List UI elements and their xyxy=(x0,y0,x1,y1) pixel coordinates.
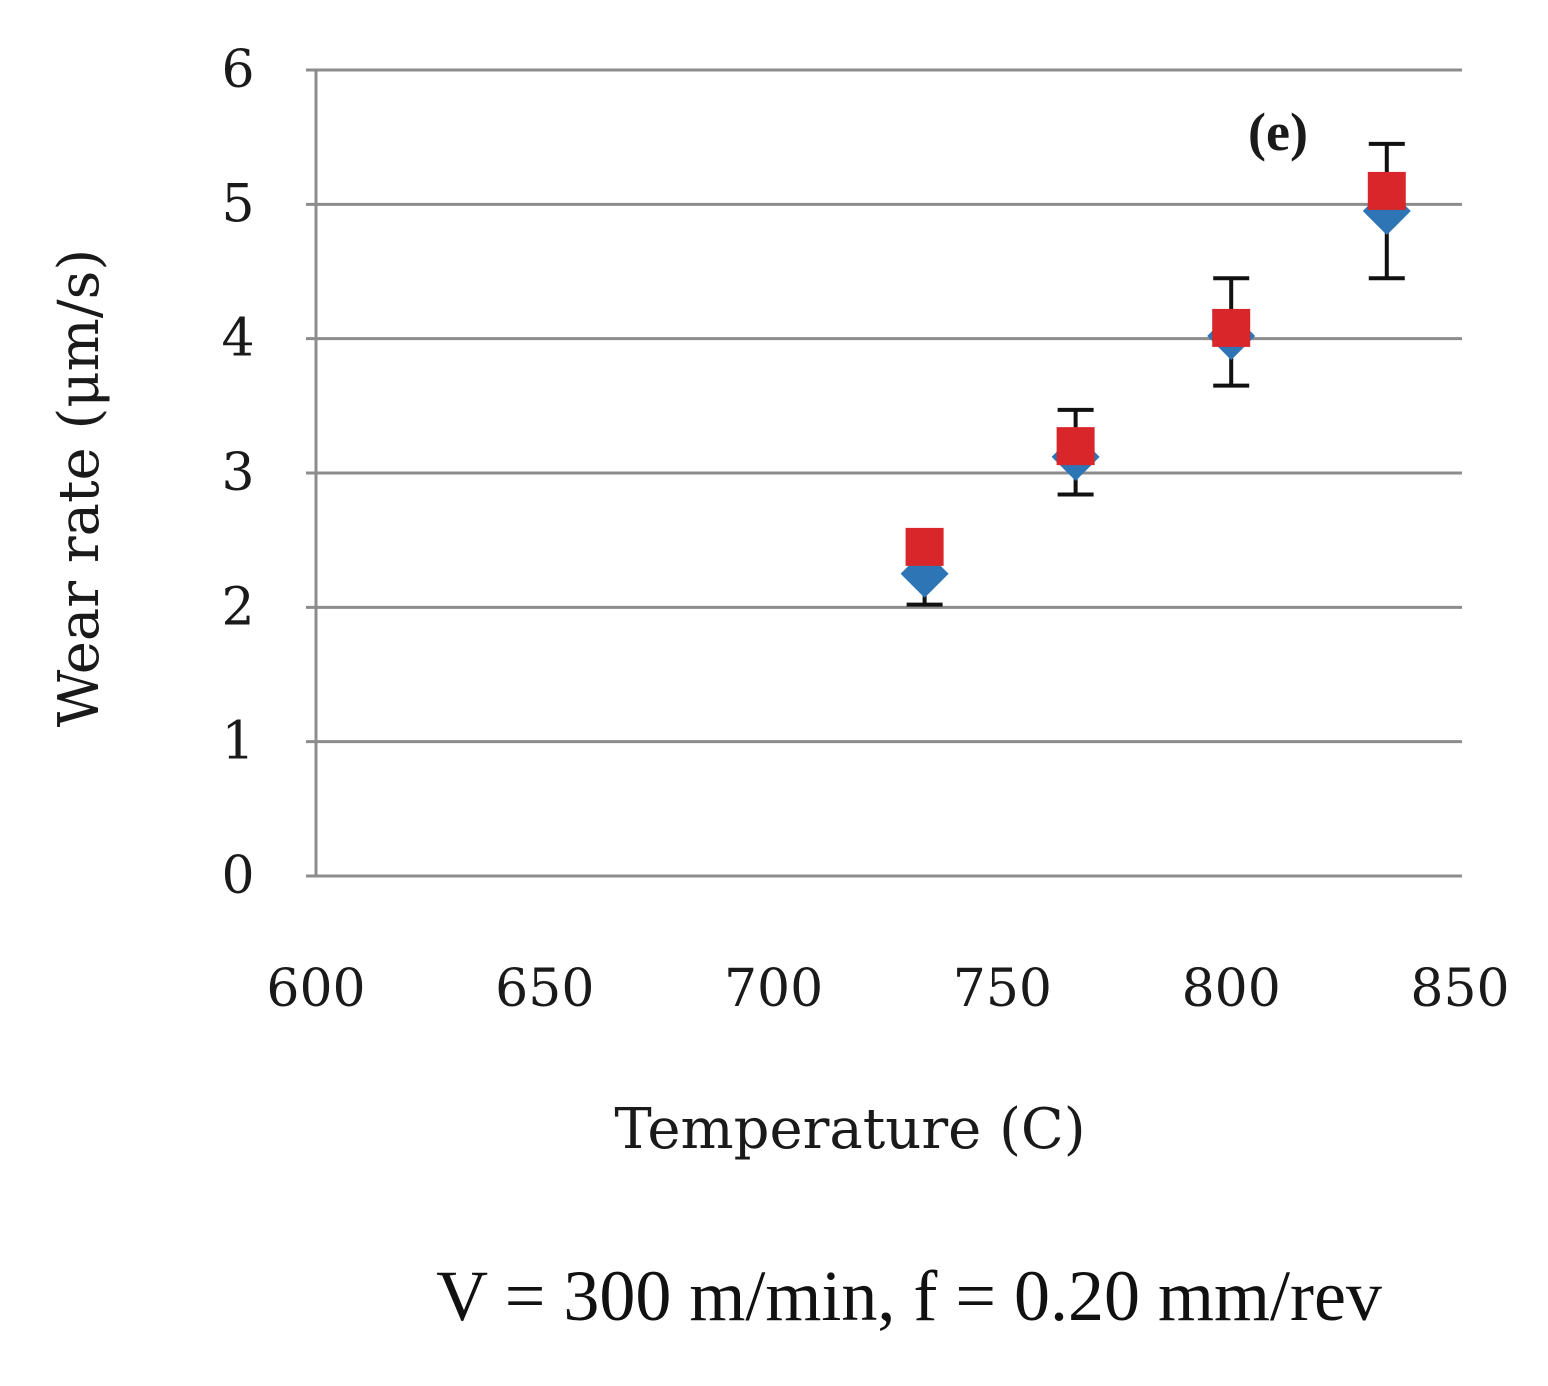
x-tick-label-600: 600 xyxy=(266,959,365,1019)
square-marker-0 xyxy=(905,527,944,566)
y-tick-label-0: 0 xyxy=(221,846,254,906)
square-marker-2 xyxy=(1212,308,1251,347)
x-tick-label-650: 650 xyxy=(495,959,594,1019)
x-tick-labels: 600 650 700 750 800 850 xyxy=(266,959,1509,1019)
panel-label: (e) xyxy=(1248,102,1308,162)
error-bars xyxy=(906,141,1405,607)
y-tick-label-2: 2 xyxy=(221,577,254,637)
square-marker-1 xyxy=(1056,427,1095,466)
y-axis-title: Wear rate (μm/s) xyxy=(47,249,112,728)
square-marker-3 xyxy=(1367,171,1406,210)
y-tick-label-1: 1 xyxy=(221,712,254,772)
data-markers xyxy=(900,171,1411,598)
figure-caption: V = 300 m/min, f = 0.20 mm/rev xyxy=(436,1256,1382,1336)
x-tick-label-850: 850 xyxy=(1410,959,1509,1019)
y-tick-label-5: 5 xyxy=(221,174,254,234)
y-tick-labels: 0 1 2 3 4 5 6 xyxy=(221,40,254,906)
x-axis-title: Temperature (C) xyxy=(614,1097,1085,1162)
x-tick-label-700: 700 xyxy=(724,959,823,1019)
x-tick-label-800: 800 xyxy=(1182,959,1281,1019)
x-tick-label-750: 750 xyxy=(953,959,1052,1019)
y-tick-label-6: 6 xyxy=(221,40,254,100)
y-tick-label-4: 4 xyxy=(221,309,254,369)
y-tick-label-3: 3 xyxy=(221,443,254,503)
grid-lines xyxy=(306,68,1462,878)
